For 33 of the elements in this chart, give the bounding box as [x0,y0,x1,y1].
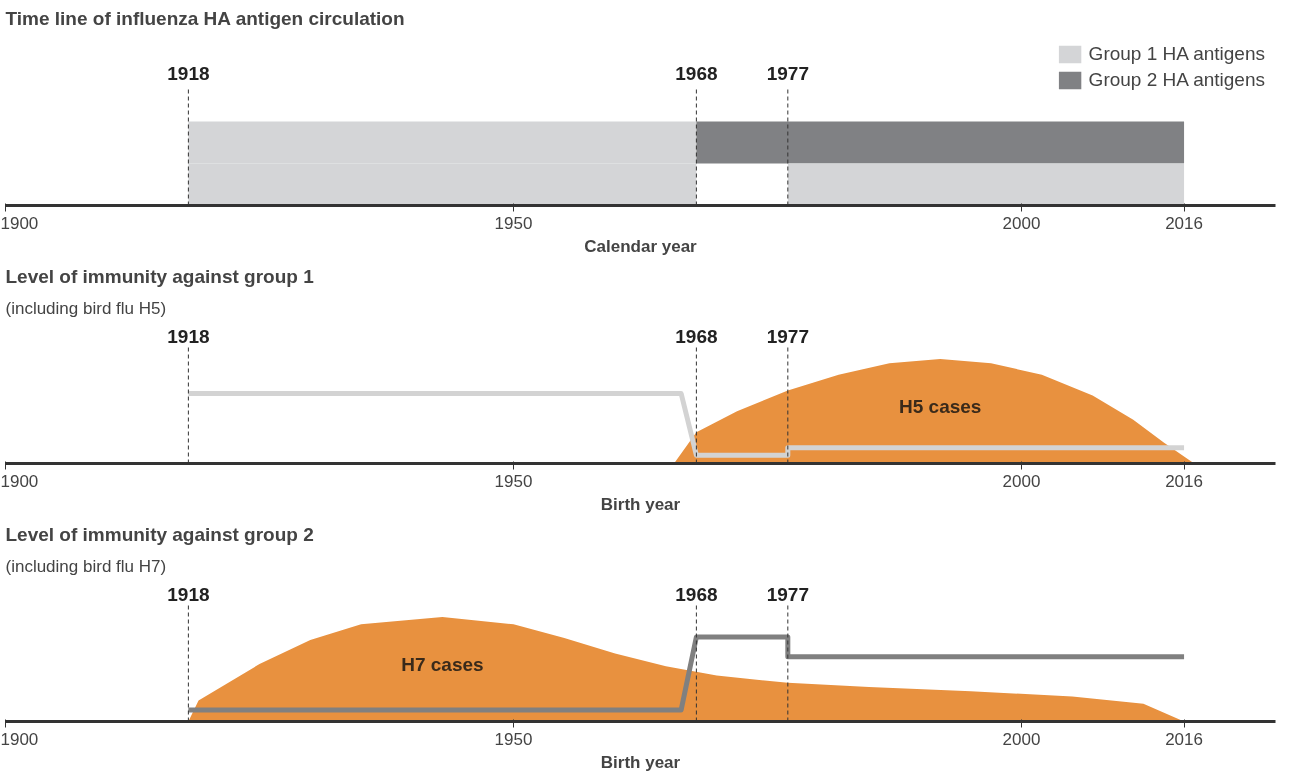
ref-line-label: 1968 [675,584,718,606]
x-tick-label: 1950 [494,729,533,749]
ref-line-label: 1918 [167,62,210,84]
legend-label: Group 1 HA antigens [1088,43,1265,65]
x-tick-label: 1950 [494,213,533,233]
x-tick-label: 2000 [1002,471,1041,491]
x-tick-label: 2016 [1165,471,1203,491]
x-axis-title: Birth year [600,494,681,514]
ref-line-label: 1977 [766,326,809,348]
x-tick-label: 1900 [0,213,39,233]
x-axis-title: Birth year [600,752,681,772]
series-label: H5 cases [899,395,982,417]
ref-line-label: 1968 [675,326,718,348]
x-tick-label: 1900 [0,729,39,749]
series-label: H7 cases [401,653,484,675]
x-tick-label: 2016 [1165,729,1203,749]
chart-subtitle: (including bird flu H7) [5,556,167,576]
x-axis-title: Calendar year [584,236,698,256]
x-tick-label: 2000 [1002,213,1041,233]
chart-title: Time line of influenza HA antigen circulation [5,7,405,29]
ref-line-label: 1918 [167,584,210,606]
x-tick-label: 1900 [0,471,39,491]
chart-title: Level of immunity against group 2 [5,523,314,545]
ref-line-label: 1968 [675,62,718,84]
ref-line-label: 1918 [167,326,210,348]
legend-label: Group 2 HA antigens [1088,69,1265,91]
x-tick-label: 2016 [1165,213,1203,233]
chart-subtitle: (including bird flu H5) [5,298,167,318]
x-tick-label: 1950 [494,471,533,491]
ref-line-label: 1977 [766,62,809,84]
x-tick-label: 2000 [1002,729,1041,749]
chart-title: Level of immunity against group 1 [5,265,315,287]
ref-line-label: 1977 [766,584,809,606]
